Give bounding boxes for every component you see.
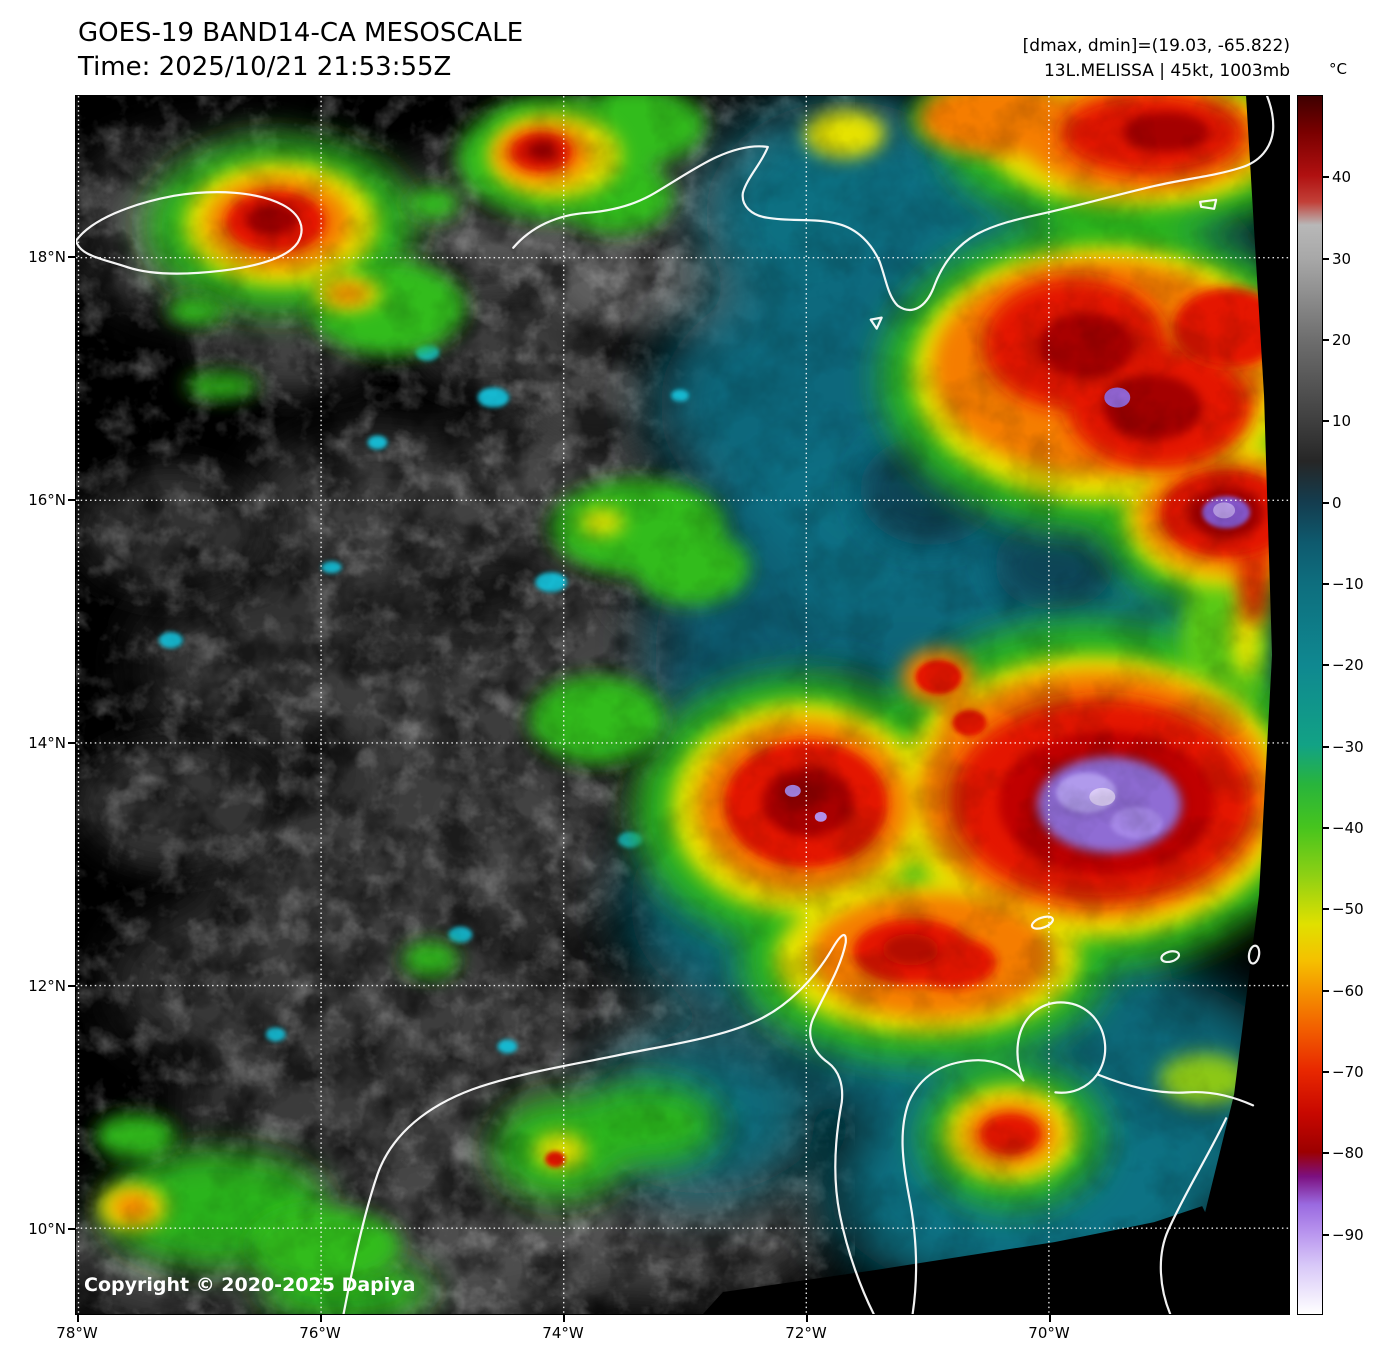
colorbar-tick-label: 40 [1332, 168, 1352, 186]
colorbar-tick-label: −20 [1332, 656, 1364, 674]
coastlines [76, 96, 1275, 1314]
tick-mark [1323, 1152, 1329, 1154]
tick-mark [1323, 502, 1329, 504]
tick-mark [1323, 258, 1329, 260]
colorbar-tick-label: 0 [1332, 494, 1342, 512]
tick-mark [68, 256, 75, 258]
colorbar-tick-label: −10 [1332, 575, 1364, 593]
colorbar-tick-label: −30 [1332, 738, 1364, 756]
colorbar-tick-label: −90 [1332, 1226, 1364, 1244]
colorbar-tick-label: −80 [1332, 1144, 1364, 1162]
x-axis-tick-label: 70°W [1028, 1324, 1070, 1342]
colorbar-unit: °C [1329, 60, 1347, 78]
tick-mark [1323, 827, 1329, 829]
tick-mark [68, 985, 75, 987]
tick-mark [806, 1315, 808, 1322]
tick-mark [1323, 746, 1329, 748]
tick-mark [68, 1228, 75, 1230]
x-axis-tick-label: 78°W [56, 1324, 98, 1342]
x-axis-tick-label: 76°W [299, 1324, 341, 1342]
colorbar-tick-label: −70 [1332, 1063, 1364, 1081]
y-axis-tick-label: 12°N [28, 977, 66, 995]
satellite-imagery [76, 96, 1289, 1314]
colorbar-tick-label: −40 [1332, 819, 1364, 837]
y-axis-tick-label: 16°N [28, 491, 66, 509]
x-axis-tick-label: 72°W [785, 1324, 827, 1342]
colorbar-tick-label: 10 [1332, 412, 1352, 430]
y-axis-tick-label: 18°N [28, 248, 66, 266]
header-info: [dmax, dmin]=(19.03, -65.822) 13L.MELISS… [1023, 34, 1290, 84]
storm-info: 13L.MELISSA | 45kt, 1003mb [1043, 61, 1290, 81]
tick-mark [1049, 1315, 1051, 1322]
page-title: GOES-19 BAND14-CA MESOSCALE [78, 18, 524, 48]
y-axis-tick-label: 10°N [28, 1220, 66, 1238]
tick-mark [563, 1315, 565, 1322]
tick-mark [1323, 176, 1329, 178]
tick-mark [1323, 1071, 1329, 1073]
tick-mark [1323, 990, 1329, 992]
colorbar-tick-label: −50 [1332, 900, 1364, 918]
tick-mark [1323, 583, 1329, 585]
data-range-info: [dmax, dmin]=(19.03, -65.822) [1022, 36, 1290, 56]
tick-mark [1323, 664, 1329, 666]
tick-mark [77, 1315, 79, 1322]
colorbar-tick-label: 30 [1332, 250, 1352, 268]
colorbar-tick-label: −60 [1332, 982, 1364, 1000]
tick-mark [1323, 339, 1329, 341]
tick-mark [320, 1315, 322, 1322]
copyright-watermark: Copyright © 2020-2025 Dapiya [84, 1274, 416, 1296]
y-axis-tick-label: 14°N [28, 734, 66, 752]
timestamp: Time: 2025/10/21 21:53:55Z [78, 52, 452, 82]
tick-mark [68, 499, 75, 501]
tick-mark [68, 742, 75, 744]
x-axis-tick-label: 74°W [542, 1324, 584, 1342]
tick-mark [1323, 1234, 1329, 1236]
tick-mark [1323, 420, 1329, 422]
graticule-grid [76, 96, 1289, 1314]
satellite-map: Copyright © 2020-2025 Dapiya [75, 95, 1290, 1315]
temperature-colorbar [1297, 95, 1323, 1315]
colorbar-tick-label: 20 [1332, 331, 1352, 349]
tick-mark [1323, 908, 1329, 910]
